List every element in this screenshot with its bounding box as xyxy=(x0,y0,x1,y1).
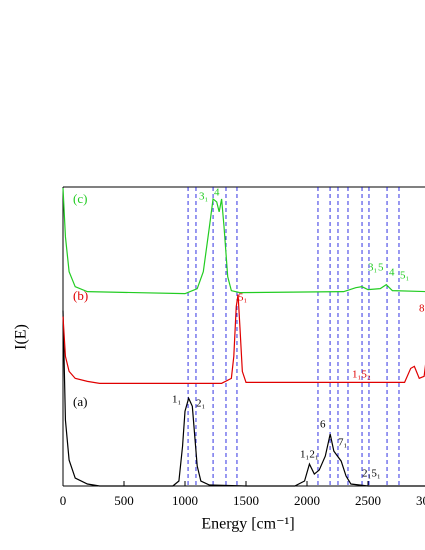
y-axis-label: I(E) xyxy=(13,324,30,350)
annotation: 4 xyxy=(389,267,395,279)
x-tick-label: 1000 xyxy=(172,493,198,508)
x-tick-label: 2500 xyxy=(355,493,381,508)
annotation: 6 xyxy=(320,419,326,431)
x-tick-label: 500 xyxy=(114,493,134,508)
annotation: 2₁5₁ xyxy=(362,468,381,480)
annotation: 3₁ xyxy=(368,262,378,274)
series-line xyxy=(62,187,425,295)
x-tick-label: 2000 xyxy=(294,493,320,508)
x-tick-label: 1500 xyxy=(233,493,259,508)
annotation: 5 xyxy=(378,262,384,274)
series-line xyxy=(62,310,425,487)
series-label: (c) xyxy=(73,191,87,206)
series-label: (a) xyxy=(73,394,87,409)
x-axis-label: Energy [cm⁻¹] xyxy=(201,516,294,533)
series-line xyxy=(62,294,425,384)
annotation: 1₁5₂ xyxy=(352,369,371,381)
series-label: (b) xyxy=(73,288,88,303)
annotation: 4 xyxy=(214,187,220,199)
annotation: 2₁ xyxy=(196,398,206,410)
annotation: 3₁ xyxy=(199,191,209,203)
x-tick-label: 3000 xyxy=(416,493,425,508)
annotation: 7₁ xyxy=(338,437,348,449)
annotation: 5₁ xyxy=(238,292,248,304)
annotation: 5₁ xyxy=(400,270,410,282)
x-tick-label: 0 xyxy=(60,493,67,508)
annotation: 1₁ xyxy=(172,394,182,406)
annotation: 1₁2₁ xyxy=(300,449,319,461)
annotation: 8 xyxy=(419,303,425,315)
